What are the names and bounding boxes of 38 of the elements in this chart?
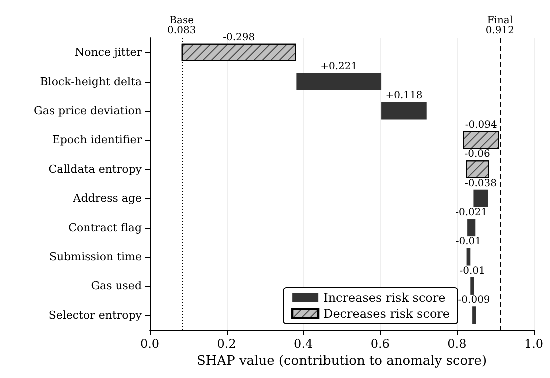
y-tick-label: Contract flag — [68, 221, 142, 234]
bar — [474, 190, 488, 208]
legend-label: Increases risk score — [324, 291, 446, 305]
bar — [468, 219, 476, 237]
x-tick-label: 0.6 — [370, 337, 390, 351]
x-tick-label: 1.0 — [524, 337, 544, 351]
data-label: -0.01 — [456, 236, 482, 248]
y-tick-label: Calldata entropy — [48, 162, 143, 176]
data-label: -0.06 — [464, 149, 490, 160]
ref-line-label: Base 0.083 — [168, 16, 196, 36]
y-tick-label: Block-height delta — [40, 75, 142, 88]
x-tick-label: 0.4 — [294, 337, 314, 351]
legend-label: Decreases risk score — [324, 307, 450, 321]
x-axis-title: SHAP value (contribution to anomaly score) — [196, 354, 488, 369]
x-tick-label: 0.0 — [140, 337, 160, 351]
bar — [472, 306, 476, 324]
y-tick-label: Address age — [72, 192, 142, 206]
x-tick-label: 0.8 — [448, 337, 467, 351]
y-tick-label: Submission time — [49, 250, 142, 264]
y-tick-label: Gas price deviation — [34, 104, 142, 118]
data-label: -0.038 — [465, 178, 498, 190]
y-tick-label: Selector entropy — [48, 308, 143, 322]
data-label: -0.01 — [460, 266, 486, 277]
ref-line-label: Final 0.912 — [486, 16, 515, 36]
y-tick-label: Gas used — [91, 280, 142, 293]
bar — [466, 248, 471, 266]
x-tick-label: 0.2 — [217, 337, 236, 351]
data-label: -0.094 — [465, 120, 498, 131]
data-label: +0.118 — [386, 90, 423, 102]
bar — [382, 102, 427, 120]
bar — [470, 277, 474, 295]
data-label: -0.298 — [223, 32, 256, 44]
y-tick-label: Nonce jitter — [74, 46, 143, 60]
data-label: -0.021 — [456, 208, 488, 219]
y-tick-label: Epoch identifier — [52, 134, 143, 147]
bar — [296, 73, 382, 91]
data-label: -0.009 — [458, 295, 490, 306]
data-label: +0.221 — [320, 62, 358, 73]
